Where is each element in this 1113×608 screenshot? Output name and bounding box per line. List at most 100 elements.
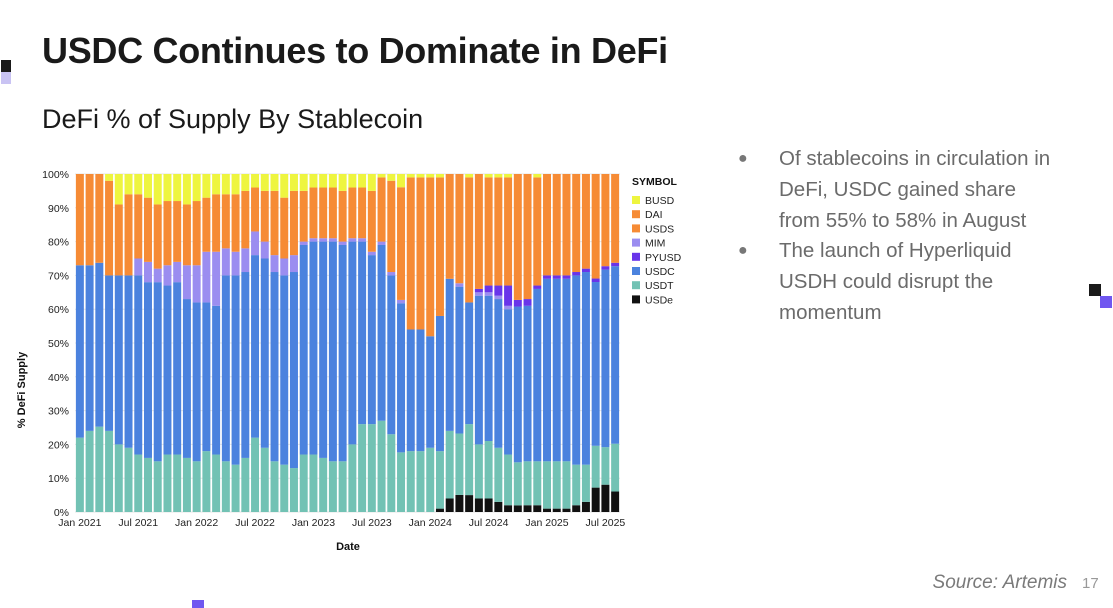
bar-segment-usdc — [387, 275, 396, 435]
bar-segment-mim — [241, 248, 250, 273]
bar-segment-mim — [319, 238, 328, 242]
bar-segment-dai — [435, 177, 444, 316]
bar-segment-busd — [319, 174, 328, 188]
legend-swatch-busd — [632, 196, 640, 204]
bar-segment-mim — [504, 305, 513, 310]
x-axis: Jan 2021 Jul 2021 Jan 2022 Jul 2022 Jan 2023… — [58, 517, 625, 529]
bar-segment-mim — [144, 261, 152, 283]
x-tick-label: Jul 2021 — [118, 517, 158, 529]
bar-segment-dai — [611, 174, 620, 263]
bar-segment-usdt — [543, 461, 551, 509]
bar-segment-busd — [387, 174, 396, 181]
legend-swatch-usdt — [632, 281, 640, 290]
bar-segment-pyusd — [504, 285, 513, 306]
legend-label: USDT — [645, 280, 674, 292]
bar-segment-mim — [289, 255, 298, 273]
bar-segment-busd — [289, 174, 298, 191]
bar-segment-usdc — [75, 265, 84, 438]
bar-segment-dai — [348, 187, 357, 239]
bar-segment-usdc — [581, 272, 590, 465]
y-tick-label: 80% — [48, 237, 69, 249]
bar-segment-dai — [95, 174, 104, 263]
bar-segment-dai — [562, 174, 571, 276]
bar-segment-pyusd — [474, 288, 483, 293]
chart-bars — [75, 174, 620, 512]
bar-segment-busd — [435, 174, 444, 178]
bar-segment-busd — [221, 174, 230, 195]
bar-segment-dai — [474, 174, 483, 289]
bar-segment-dai — [387, 180, 396, 273]
bar-segment-usdc — [474, 295, 483, 445]
bar-segment-usdc — [416, 329, 425, 452]
stacked-bar-chart: 0% 10% 20% 30% 40% 50% 60% 70% 80% 90% 100% Jan 20… — [16, 169, 682, 553]
legend-swatch-usdc — [632, 267, 640, 275]
bar-segment-usdt — [309, 454, 318, 512]
bar-segment-usdt — [601, 447, 610, 485]
bar-segment-usde — [601, 484, 610, 512]
bar-segment-usde — [484, 498, 493, 512]
bar-segment-mim — [173, 261, 182, 283]
bar-segment-usdc — [591, 282, 600, 446]
bar-segment-usdc — [85, 265, 94, 431]
bar-segment-busd — [182, 174, 191, 205]
bar-segment-usde — [445, 498, 454, 512]
bar-segment-dai — [416, 177, 425, 330]
bar-segment-usdt — [328, 461, 337, 512]
bar-segment-mim — [192, 265, 201, 303]
bar-segment-dai — [397, 187, 406, 300]
bar-segment-usdt — [85, 430, 94, 512]
bar-segment-dai — [338, 190, 347, 242]
bar-segment-usdt — [377, 420, 386, 512]
page-number: 17 — [1082, 575, 1099, 592]
bar-segment-dai — [251, 187, 260, 232]
x-axis-label: Date — [336, 541, 360, 553]
bar-segment-usdt — [280, 464, 289, 512]
bar-segment-usdt — [504, 454, 513, 506]
bar-segment-usdc — [426, 336, 435, 448]
bar-segment-usdc — [523, 305, 532, 462]
x-tick-label: Jul 2023 — [352, 517, 392, 529]
bar-segment-usdt — [533, 461, 542, 506]
bar-segment-mim — [299, 241, 308, 245]
bar-segment-mim — [163, 265, 172, 286]
bar-segment-busd — [153, 174, 162, 205]
decor-square-dark — [1089, 284, 1101, 296]
bar-segment-dai — [426, 177, 435, 337]
legend-label: USDe — [645, 294, 673, 306]
y-axis: 0% 10% 20% 30% 40% 50% 60% 70% 80% 90% 100% — [42, 169, 69, 519]
bar-segment-dai — [173, 201, 182, 262]
source-caption: Source: Artemis — [932, 572, 1067, 593]
bar-segment-dai — [455, 174, 464, 284]
bar-segment-dai — [75, 174, 84, 266]
bar-segment-busd — [192, 174, 201, 202]
bar-segment-usdt — [95, 426, 104, 512]
bar-segment-mim — [348, 238, 357, 242]
bar-segment-usdt — [299, 454, 308, 512]
bar-segment-pyusd — [552, 275, 561, 279]
bar-segment-usde — [581, 501, 590, 512]
bar-segment-usdt — [153, 461, 162, 512]
bar-segment-usdc — [338, 244, 347, 462]
y-tick-label: 20% — [48, 439, 69, 451]
legend-title: SYMBOL — [632, 176, 678, 188]
bar-segment-busd — [504, 174, 513, 178]
bar-segment-usdc — [543, 278, 551, 462]
legend: BUSD DAI USDS MIM PYUSD USDC USDT USDe — [632, 195, 682, 306]
bar-segment-dai — [513, 174, 522, 300]
bar-segment-usdt — [484, 441, 493, 499]
bar-segment-usdc — [114, 275, 123, 445]
bar-segment-usdt — [494, 447, 503, 502]
bar-segment-usdt — [465, 424, 474, 496]
bar-segment-busd — [251, 174, 260, 188]
x-tick-label: Jul 2022 — [235, 517, 275, 529]
bar-segment-dai — [153, 204, 162, 269]
bar-segment-usdt — [231, 464, 240, 512]
bar-segment-busd — [416, 174, 425, 178]
bar-segment-dai — [523, 174, 532, 300]
bar-segment-usdc — [377, 244, 386, 421]
bar-segment-busd — [202, 174, 211, 198]
bar-segment-pyusd — [611, 262, 620, 267]
y-tick-label: 90% — [48, 203, 69, 215]
x-tick-label: Jan 2022 — [175, 517, 218, 529]
bar-segment-dai — [552, 174, 561, 276]
